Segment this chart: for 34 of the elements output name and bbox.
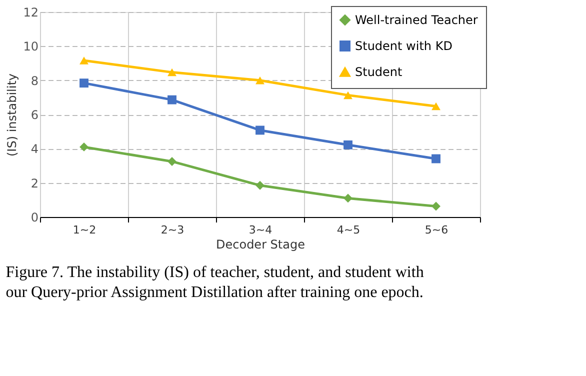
point [168,157,176,166]
y-tick-label: 8 [30,74,38,88]
point [168,95,176,104]
point [432,154,440,164]
point [432,102,440,110]
x-tick-label: 5~6 [424,224,448,236]
point [344,194,352,203]
point [432,202,440,211]
x-axis-title: Decoder Stage [216,238,305,252]
point [80,56,88,64]
y-tick-label: 10 [23,40,38,54]
x-tick-label: 4~5 [336,224,360,236]
y-tick-label: 2 [30,176,38,190]
point [256,126,264,135]
point [344,91,352,100]
legend-label: Student with KD [355,39,452,53]
x-tick-label: 3~4 [248,224,272,236]
y-axis-title: (IS) instability [5,73,20,157]
x-tick-label: 2~3 [160,224,184,236]
point [256,180,264,190]
legend-label: Student [355,65,403,79]
y-tick-label: 4 [30,142,38,156]
y-tick-label: 12 [23,6,38,20]
point [80,142,88,152]
x-tick-label: 1~2 [72,224,96,236]
point [80,78,88,88]
point [168,68,176,76]
point [344,140,352,150]
legend-label: Well-trained Teacher [355,13,478,27]
y-tick-label: 6 [30,108,38,122]
caption: Figure 7. The instability (IS) of teacher, student, and student with [6,264,424,281]
text: our Query-prior Assignment Distillation after training one epoch. [6,284,424,301]
point [256,76,264,84]
y-tick-label: 0 [30,210,38,224]
